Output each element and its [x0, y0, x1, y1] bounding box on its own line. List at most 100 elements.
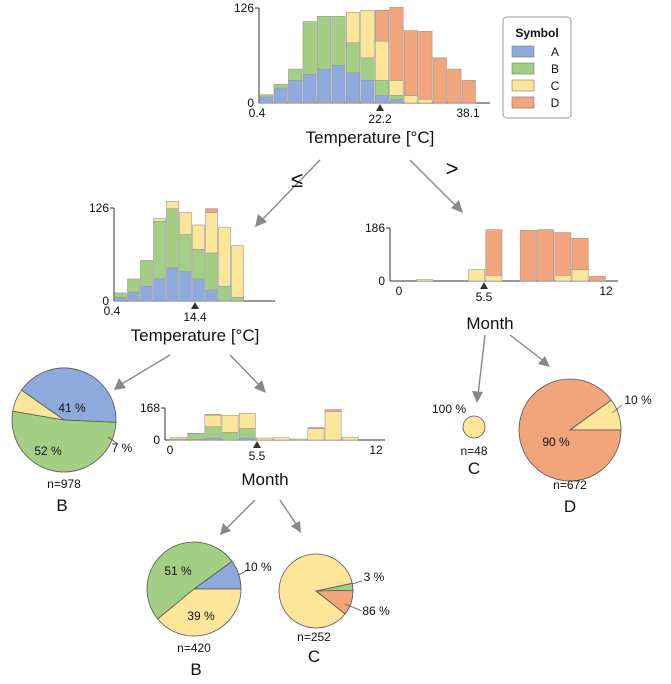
- x-max-label: 12: [599, 284, 613, 298]
- pie-slice-label: 10 %: [244, 560, 272, 574]
- bar-segment-d: [486, 230, 502, 276]
- bar-segment-a: [128, 292, 140, 301]
- bar-segment-c: [256, 438, 272, 440]
- bar-segment-a: [154, 279, 166, 301]
- bar-segment-a: [375, 95, 388, 103]
- x-max-label: 12: [369, 443, 383, 457]
- x-min-label: 0.4: [104, 304, 121, 318]
- bar-segment-b: [317, 16, 330, 69]
- predicted-class: B: [190, 660, 201, 679]
- edge-label-le: ≤: [291, 167, 303, 192]
- y-max-label: 186: [365, 221, 385, 235]
- bar-segment-c: [193, 225, 205, 249]
- bar-segment-b: [303, 22, 316, 75]
- bar-segment-a: [180, 271, 192, 301]
- bar-segment-b: [115, 293, 127, 297]
- legend-swatch-b: [512, 63, 534, 74]
- predicted-class: B: [56, 496, 67, 515]
- bar-segment-c: [232, 246, 244, 298]
- bar-segment-b: [260, 95, 273, 97]
- y-min-label: 0: [378, 274, 385, 288]
- bar-segment-b: [274, 84, 287, 88]
- bar-segment-c: [291, 439, 307, 440]
- legend-swatch-c: [512, 80, 534, 91]
- feature-label: Month: [466, 314, 513, 333]
- pie-slice-d: [519, 379, 621, 481]
- bar-segment-b: [205, 427, 221, 438]
- y-max-label: 126: [89, 201, 109, 215]
- bar-segment-a: [274, 88, 287, 103]
- bar-segment-c: [342, 437, 358, 440]
- bar-segment-c: [555, 275, 571, 281]
- bar-segment-b: [141, 260, 153, 286]
- bar-segment-a: [167, 268, 179, 301]
- pie-node-c1: 100 %n=48C: [432, 402, 488, 478]
- bar-segment-b: [188, 434, 204, 440]
- bar-segment-c: [274, 438, 290, 440]
- bar-segment-c: [361, 10, 374, 58]
- split-marker: [191, 302, 199, 309]
- bar-segment-d: [589, 276, 605, 281]
- bar-segment-b: [193, 249, 205, 279]
- bar-segment-d: [325, 410, 341, 412]
- predicted-class: C: [308, 647, 320, 666]
- bar-segment-d: [538, 230, 554, 281]
- bar-segment-b: [346, 43, 359, 73]
- bar-segment-a: [346, 73, 359, 103]
- edge-arrowhead: [114, 378, 126, 390]
- bar-segment-b: [390, 95, 403, 99]
- bar-segment-d: [206, 209, 218, 213]
- bar-segment-c: [346, 13, 359, 43]
- bar-segment-d: [520, 230, 536, 281]
- bar-segment-a: [206, 290, 218, 301]
- feature-label: Temperature [°C]: [131, 326, 260, 345]
- pie-slice-label: 90 %: [542, 435, 570, 449]
- legend-swatch-a: [512, 46, 534, 57]
- bar-segment-c: [180, 212, 192, 234]
- pie-slice-c: [463, 416, 485, 438]
- edge-mid-piec2: [280, 500, 298, 527]
- edge-left-pieb1: [120, 355, 170, 385]
- bar-segment-a: [361, 80, 374, 103]
- split-threshold-label: 22.2: [368, 112, 392, 126]
- bar-segment-b: [239, 429, 255, 439]
- sample-count: n=978: [47, 477, 81, 491]
- y-max-label: 168: [140, 401, 160, 415]
- bar-segment-d: [462, 80, 475, 103]
- split-threshold-label: 14.4: [183, 310, 207, 324]
- legend-swatch-d: [512, 97, 534, 108]
- pie-slice-label: 7 %: [112, 441, 133, 455]
- bar-segment-d: [419, 31, 432, 99]
- split-marker: [376, 104, 384, 111]
- bar-segment-d: [205, 414, 221, 415]
- legend-label-c: C: [551, 79, 560, 93]
- bar-segment-c: [419, 99, 432, 103]
- bar-segment-a: [288, 80, 301, 103]
- bar-segment-a: [141, 286, 153, 301]
- bar-segment-c: [325, 411, 341, 440]
- legend-label-b: B: [551, 62, 559, 76]
- bar-segment-a: [332, 65, 345, 103]
- bar-segment-c: [308, 429, 324, 440]
- bar-segment-c: [404, 95, 417, 103]
- bar-segment-b: [180, 235, 192, 272]
- bar-segment-c: [417, 280, 433, 281]
- predicted-class: D: [564, 497, 576, 516]
- sample-count: n=48: [460, 444, 487, 458]
- pie-slice-label: 51 %: [164, 564, 192, 578]
- sample-count: n=672: [553, 478, 587, 492]
- bar-segment-b: [288, 69, 301, 80]
- legend-label-a: A: [551, 45, 559, 59]
- legend-title: Symbol: [515, 26, 558, 40]
- bar-segment-b: [206, 253, 218, 290]
- bar-segment-d: [555, 233, 571, 276]
- bar-segment-d: [308, 428, 324, 429]
- feature-label: Month: [241, 470, 288, 489]
- split-marker: [480, 282, 488, 289]
